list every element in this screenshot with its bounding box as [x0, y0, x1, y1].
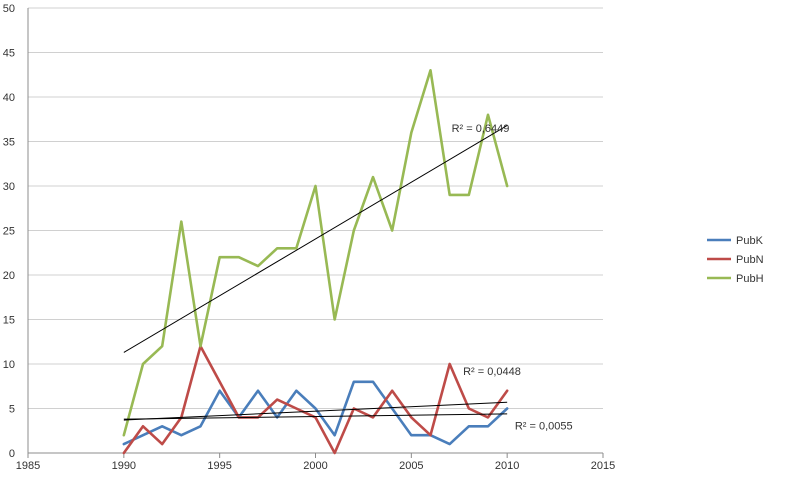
y-tick-label: 40 — [3, 92, 15, 104]
r2-label-pubh: R² = 0,6449 — [452, 123, 510, 135]
x-tick-label: 2000 — [303, 460, 327, 472]
legend-label-pubn: PubN — [736, 254, 764, 266]
y-tick-label: 35 — [3, 137, 15, 149]
y-tick-label: 45 — [3, 48, 15, 60]
x-tick-label: 2015 — [591, 460, 615, 472]
series-line-pubh — [122, 69, 509, 437]
trendline-pubn — [123, 401, 508, 421]
y-tick-label: 0 — [9, 448, 15, 460]
axes — [27, 8, 604, 458]
y-tick-label: 20 — [3, 270, 15, 282]
y-tick-label: 30 — [3, 181, 15, 193]
gridlines — [28, 7, 603, 409]
series-line-pubk — [122, 380, 509, 446]
series-group — [122, 69, 509, 455]
y-tick-label: 5 — [9, 404, 15, 416]
r2-label-pubk: R² = 0,0055 — [515, 420, 573, 432]
legend-label-pubk: PubK — [736, 235, 764, 247]
tick-labels: 0 5 10 15 20 25 30 35 40 45 50 1985 1990 1995 2000 2005… — [3, 3, 615, 472]
x-tick-label: 2005 — [399, 460, 423, 472]
legend-label-pubh: PubH — [736, 273, 764, 285]
y-tick-label: 10 — [3, 359, 15, 371]
x-tick-label: 1985 — [16, 460, 40, 472]
trendline-pubk — [123, 413, 508, 420]
legend: PubK PubN PubH — [707, 235, 764, 285]
y-tick-label: 15 — [3, 315, 15, 327]
x-tick-label: 1995 — [207, 460, 231, 472]
x-tick-label: 2010 — [495, 460, 519, 472]
series-line-pubn — [122, 344, 509, 455]
r2-label-pubn: R² = 0,0448 — [463, 366, 521, 378]
trendlines: R² = 0,6449 R² = 0,0448 R² = 0,0055 — [123, 123, 573, 432]
x-tick-label: 1990 — [112, 460, 136, 472]
y-tick-label: 50 — [3, 3, 15, 15]
y-tick-label: 25 — [3, 226, 15, 238]
trendline-pubh — [123, 125, 508, 353]
